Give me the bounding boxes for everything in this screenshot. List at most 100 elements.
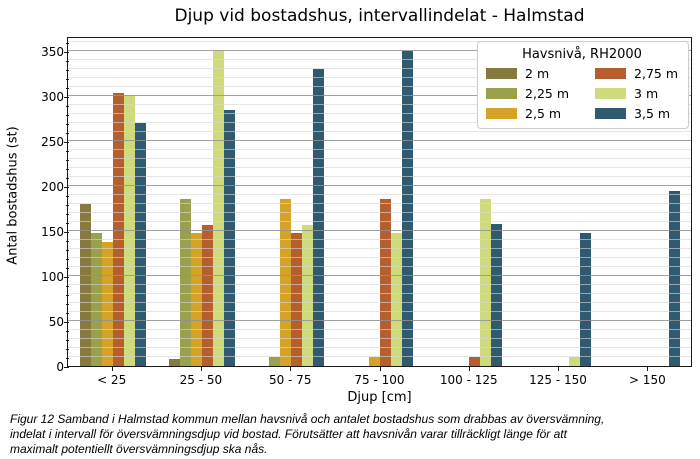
- y-tick-mark-130: [66, 250, 69, 251]
- x-tick-label-5: 100 - 125: [439, 373, 498, 387]
- legend-label-225m: 2,25 m: [525, 86, 570, 101]
- y-tick-mark-80: [66, 295, 69, 296]
- y-tick-mark-330: [66, 70, 69, 71]
- figure-caption: Figur 12 Samband i Halmstad kommun mella…: [10, 412, 695, 457]
- bar-2m-1: [79, 204, 91, 366]
- bar-3m-2: [212, 51, 224, 366]
- legend-title: Havsnivå, RH2000: [522, 47, 642, 62]
- bar-275m-5: [468, 357, 480, 366]
- bar-group-6: [513, 38, 602, 366]
- y-tick-mark-140: [66, 241, 69, 242]
- y-tick-label-200: 200: [41, 180, 64, 194]
- legend-swatch-225m: [486, 88, 518, 99]
- bar-275m-3: [290, 232, 302, 366]
- y-tick-mark-290: [66, 106, 69, 107]
- bar-3m-4: [390, 232, 402, 366]
- x-tick-label-3: 50 - 75: [268, 373, 312, 387]
- legend: Havsnivå, RH2000 2 m 2,25 m 2,5 m 2,75 m 3 m…: [477, 41, 689, 129]
- y-tick-mark-240: [66, 151, 69, 152]
- y-tick-label-250: 250: [41, 135, 64, 149]
- y-tick-mark-200: [64, 187, 69, 188]
- y-tick-mark-260: [66, 133, 69, 134]
- y-tick-label-350: 350: [41, 45, 64, 59]
- y-tick-mark-340: [66, 61, 69, 62]
- bar-25m-1: [101, 241, 113, 366]
- legend-item-225m: 2,25 m: [486, 86, 569, 101]
- legend-swatch-2m: [486, 68, 518, 79]
- bar-225m-3: [268, 357, 280, 366]
- x-axis-tick-labels: < 25 25 - 50 50 - 75 75 - 100 100 - 125 125 -…: [67, 373, 692, 387]
- legend-swatch-275m: [595, 68, 627, 79]
- legend-item-2m: 2 m: [486, 66, 569, 81]
- legend-label-35m: 3,5 m: [634, 106, 671, 121]
- y-tick-mark-100: [64, 277, 69, 278]
- y-tick-mark-20: [66, 349, 69, 350]
- bar-225m-1: [90, 232, 102, 366]
- y-tick-mark-170: [66, 214, 69, 215]
- legend-label-25m: 2,5 m: [525, 106, 562, 121]
- bar-group-7: [602, 38, 691, 366]
- y-tick-label-150: 150: [41, 225, 64, 239]
- caption-line-2: indelat i intervall för översvämningsdju…: [10, 427, 567, 441]
- legend-label-3m: 3 m: [634, 86, 659, 101]
- y-tick-mark-310: [66, 88, 69, 89]
- x-tick-label-1: < 25: [97, 373, 127, 387]
- bar-25m-4: [368, 357, 380, 366]
- bar-35m-6: [579, 232, 591, 366]
- bar-3m-1: [123, 96, 135, 366]
- y-tick-mark-210: [66, 178, 69, 179]
- y-tick-mark-280: [66, 115, 69, 116]
- y-tick-mark-110: [66, 268, 69, 269]
- x-tick-label-7: > 150: [628, 373, 666, 387]
- legend-swatch-25m: [486, 108, 518, 119]
- y-axis-label: Antal bostadshus (st): [5, 126, 21, 265]
- x-tick-mark-1: [111, 367, 113, 371]
- bar-25m-3: [279, 198, 291, 366]
- bar-25m-2: [190, 232, 202, 366]
- y-tick-label-50: 50: [48, 315, 64, 329]
- bar-2m-2: [168, 358, 180, 366]
- y-tick-mark-70: [66, 304, 69, 305]
- y-tick-mark-180: [66, 205, 69, 206]
- bar-group-3: [246, 38, 335, 366]
- legend-item-275m: 2,75 m: [595, 66, 678, 81]
- x-tick-mark-6: [558, 367, 560, 371]
- y-tick-mark-30: [66, 340, 69, 341]
- bar-275m-4: [379, 198, 391, 366]
- bar-275m-1: [112, 93, 124, 366]
- legend-swatch-35m: [595, 108, 627, 119]
- y-tick-mark-150: [64, 232, 69, 233]
- bar-group-4: [335, 38, 424, 366]
- bars-layer: [68, 38, 691, 366]
- y-tick-mark-250: [64, 142, 69, 143]
- legend-item-3m: 3 m: [595, 86, 678, 101]
- legend-swatch-3m: [595, 88, 627, 99]
- bar-3m-5: [479, 198, 491, 366]
- x-tick-mark-3: [290, 367, 292, 371]
- y-tick-label-100: 100: [41, 270, 64, 284]
- bar-275m-2: [201, 224, 213, 366]
- y-tick-mark-230: [66, 160, 69, 161]
- caption-line-1: Figur 12 Samband i Halmstad kommun mella…: [10, 412, 605, 426]
- y-tick-label-300: 300: [41, 90, 64, 104]
- bar-3m-3: [301, 224, 313, 366]
- x-tick-mark-2: [200, 367, 202, 371]
- y-tick-mark-190: [66, 196, 69, 197]
- y-tick-mark-220: [66, 169, 69, 170]
- y-tick-label-0: 0: [56, 360, 64, 374]
- y-tick-mark-50: [64, 322, 69, 323]
- plot-area: Havsnivå, RH2000 2 m 2,25 m 2,5 m 2,75 m 3 m…: [67, 37, 692, 367]
- y-tick-mark-0: [64, 367, 69, 368]
- legend-label-2m: 2 m: [525, 66, 550, 81]
- x-axis-label: Djup [cm]: [347, 390, 412, 405]
- chart-title: Djup vid bostadshus, intervallindelat - …: [174, 6, 585, 26]
- bar-35m-1: [134, 123, 146, 366]
- y-tick-mark-90: [66, 286, 69, 287]
- y-tick-mark-60: [66, 313, 69, 314]
- bar-35m-5: [490, 223, 502, 366]
- y-tick-mark-270: [66, 124, 69, 125]
- y-tick-mark-40: [66, 331, 69, 332]
- y-tick-mark-300: [64, 97, 69, 98]
- bar-group-5: [424, 38, 513, 366]
